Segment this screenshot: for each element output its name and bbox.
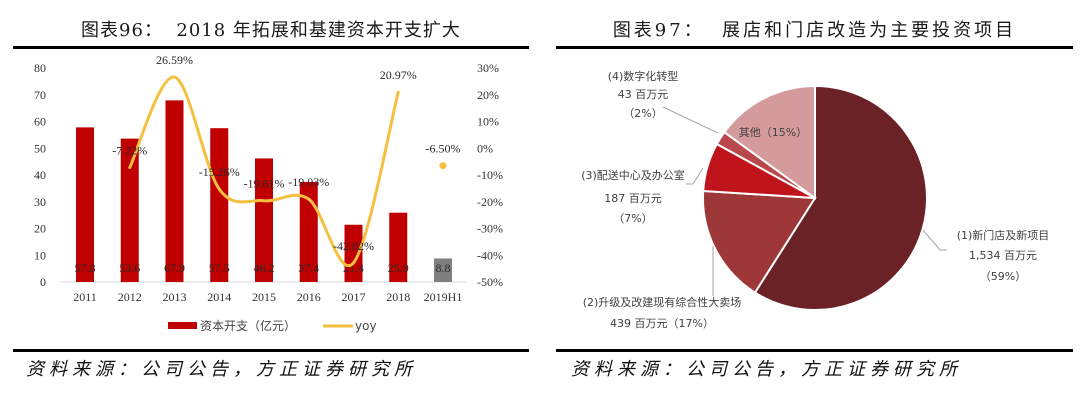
left-axis-tick: 20 [34,222,46,236]
pie-slice-label: 187 百万元 [604,192,662,205]
yoy-point [439,162,447,170]
left-axis-tick: 80 [34,61,46,75]
bar-value-label: 67.9 [164,261,185,275]
yoy-value-label: -19.03% [288,175,329,189]
pie-leader-line [662,106,719,134]
left-axis-tick: 30 [34,195,46,209]
right-axis-tick: 20% [477,88,499,102]
capex-bar-line-chart: 0 10 20 30 40 50 60 70 80 -50% -40% -30% -20% -10% 0% 1… [34,53,503,333]
pie-leader-line [922,229,947,251]
yoy-value-label: -7.22% [112,144,147,158]
bar-value-label: 8.8 [436,261,451,275]
right-axis-tick: -10% [477,168,503,182]
bar-value-label: 46.2 [254,261,275,275]
pie-slice [753,84,928,311]
left-axis-tick: 10 [34,248,46,262]
x-axis-label: 2014 [207,290,231,304]
pie-leader-line [686,167,704,185]
pie-slice-label: （59%） [980,270,1026,283]
right-axis-tick: -40% [477,248,503,262]
pie-slice-label: 43 百万元 [618,88,669,101]
x-axis-label: 2015 [252,290,276,304]
pie-slice-label: 其他（15%） [739,126,807,139]
capex-bar [210,128,229,282]
bar-value-label: 57.5 [209,261,230,275]
right-axis-tick: -20% [477,195,503,209]
pie-slice-label: （7%） [613,212,652,225]
capex-bar [434,258,452,282]
capex-bar [389,212,408,282]
legend-line-label: yoy [355,319,377,333]
pie-slice-label: (3)配送中心及办公室 [581,168,685,182]
bar-value-label: 53.6 [119,261,140,275]
pie-slice-label: (1)新门店及新项目 [957,228,1050,242]
pie-slice-label: 1,534 百万元 [969,249,1037,262]
yoy-value-label: -42.82% [333,239,374,253]
pie-slice-label: （2%） [623,107,662,120]
left-axis-tick: 70 [34,88,46,102]
right-axis-tick: 30% [477,61,499,75]
capex-bar [344,224,363,282]
left-title-rule [13,46,529,49]
x-axis-label: 2019H1 [424,290,463,304]
left-source-note: 资料来源：公司公告，方正证券研究所 [26,359,417,380]
left-source-rule [13,349,529,352]
bar-value-label: 57.8 [75,261,96,275]
x-axis-label: 2013 [163,290,187,304]
right-axis-tick: 0% [477,141,493,155]
pie-slice-label: (4)数字化转型 [608,69,679,83]
yoy-value-label: -6.50% [426,142,461,156]
left-axis-tick: 50 [34,141,46,155]
x-axis-label: 2017 [342,290,366,304]
yoy-value-label: 20.97% [380,68,417,82]
right-chart-title: 图表97： 展店和门店改造为主要投资项目 [612,20,1017,41]
x-axis-label: 2016 [297,290,321,304]
right-source-rule [556,349,1073,352]
right-source-note: 资料来源：公司公告，方正证券研究所 [571,359,962,380]
x-axis-label: 2012 [118,290,142,304]
legend-bar-label: 资本开支（亿元） [200,318,296,333]
bar-value-label: 25.9 [388,261,409,275]
yoy-line [128,75,400,268]
yoy-value-label: -15.26% [199,165,240,179]
capex-bar [165,100,184,283]
left-axis-tick: 40 [34,168,46,182]
right-axis-tick: -30% [477,222,503,236]
left-axis-tick: 60 [34,115,46,129]
right-title-rule [556,46,1073,49]
left-chart-title: 图表96： 2018 年拓展和基建资本开支扩大 [81,20,461,41]
legend-bar-swatch [168,322,197,329]
left-axis-tick: 0 [40,275,46,289]
pie-slice-label: 439 百万元（17%） [610,317,714,330]
x-axis-label: 2011 [73,290,97,304]
investment-pie-chart: (1)新门店及新项目 1,534 百万元 （59%） (2)升级及改建现有综合性大卖场… [581,69,1049,330]
yoy-value-label: -19.61% [244,177,285,191]
pie-slice [702,189,817,294]
capex-bar [120,138,139,282]
yoy-value-label: 26.59% [156,53,193,67]
capex-bar [255,158,273,282]
x-axis-label: 2018 [386,290,410,304]
right-axis-tick: -50% [477,275,503,289]
right-axis-tick: 10% [477,115,499,129]
bar-value-label: 37.4 [298,261,319,275]
pie-slice [722,84,816,200]
pie-slice-label: (2)升级及改建现有综合性大卖场 [583,295,742,309]
capex-bar [76,127,94,282]
